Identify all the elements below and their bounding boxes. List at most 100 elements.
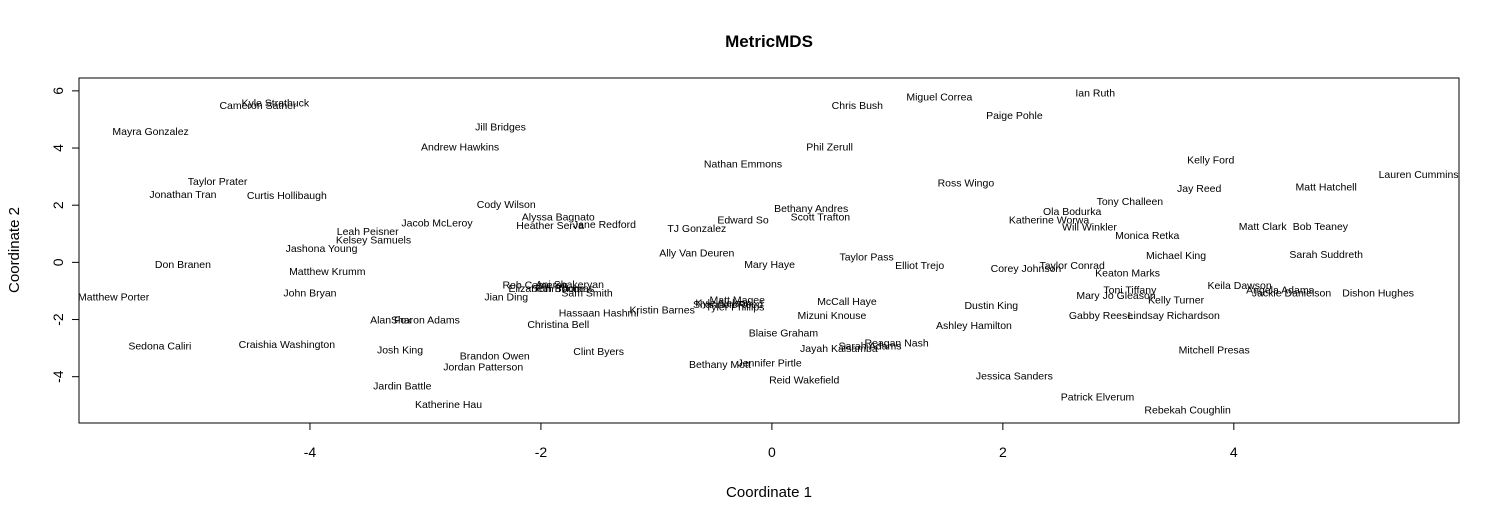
point-label: Katherine Hau	[415, 399, 482, 411]
point-label: Curtis Hollibaugh	[247, 190, 327, 202]
point-label: Nathan Emmons	[704, 159, 782, 171]
point-label: Josh King	[377, 345, 423, 357]
point-label: Jashona Young	[286, 243, 358, 255]
point-label: Ross Wingo	[938, 177, 995, 189]
chart-title: MetricMDS	[725, 32, 813, 51]
point-label: Heather Serva	[516, 220, 584, 232]
point-label: Keila Dawson	[1207, 280, 1271, 292]
point-label: Paige Pohle	[986, 110, 1043, 122]
point-label: Jackie Danielson	[1252, 287, 1332, 299]
point-label: Michael King	[1146, 250, 1206, 262]
point-label: Ola Bodurka	[1043, 206, 1102, 218]
point-label: Bob Teaney	[1293, 221, 1349, 233]
x-tick-label: 4	[1230, 444, 1238, 460]
point-label: Scott Trafton	[791, 212, 851, 224]
point-label: Shannon Reed	[693, 299, 763, 311]
y-tick-label: 2	[50, 201, 66, 209]
point-label: Mayra Gonzalez	[112, 126, 188, 138]
y-tick-label: -2	[50, 313, 66, 326]
point-label: Bethany Mott	[689, 359, 751, 371]
point-label: Tyler Phillips	[705, 302, 764, 314]
point-label: Corey Johnson	[991, 263, 1062, 275]
x-axis: -4 -2 0 2 4	[304, 422, 1238, 460]
x-tick-label: -4	[304, 444, 317, 460]
point-label: Miguel Correa	[906, 92, 972, 104]
point-label: Clint Byers	[573, 346, 624, 358]
point-label: Jane Redford	[573, 219, 636, 231]
point-label: Cody Wilson	[477, 199, 536, 211]
point-label: Patrick Elverum	[1061, 392, 1135, 404]
point-label: Ani Shakeryan	[536, 279, 604, 291]
point-label: Rob Cameron	[502, 280, 568, 292]
point-label: Hassaan Hashmi	[559, 307, 639, 319]
point-label: Kyle Nelson	[695, 297, 751, 309]
point-label: Matt Clark	[1239, 221, 1288, 233]
point-label: Ally Van Deuren	[659, 247, 734, 259]
point-label: Mitchell Presas	[1179, 345, 1250, 357]
point-label: Gabby Reese	[1069, 310, 1133, 322]
point-label: Jay Reed	[1177, 183, 1222, 195]
point-label: Tom Thomas	[534, 283, 595, 295]
point-label: Phil Zerull	[806, 142, 853, 154]
point-label: Sedona Caliri	[128, 340, 191, 352]
point-label: Bethany Andres	[774, 203, 848, 215]
y-tick-label: 4	[50, 144, 66, 152]
point-label: Jian Ding	[484, 292, 528, 304]
point-label: Matthew Porter	[78, 292, 150, 304]
point-label: Reid Wakefield	[769, 375, 839, 387]
point-label: Toni Tiffany	[1103, 285, 1157, 297]
point-label: Jordan Patterson	[443, 362, 523, 374]
point-label: Taylor Pass	[839, 252, 893, 264]
point-label: Reagan Nash	[864, 337, 928, 349]
point-label: Kelsey Samuels	[336, 234, 411, 246]
point-label: Dishon Hughes	[1342, 287, 1414, 299]
point-label: Sharon Adams	[391, 315, 460, 327]
point-label: Jessica Sanders	[976, 370, 1053, 382]
y-tick-label: -4	[50, 370, 66, 383]
point-label: Taylor Prater	[188, 176, 248, 188]
point-label: Cameron Sather	[219, 100, 297, 112]
point-label: Matt Hatchell	[1296, 182, 1357, 194]
y-axis: -4 -2 0 2 4 6	[50, 87, 80, 383]
y-tick-label: 0	[50, 258, 66, 266]
point-label: TJ Gonzalez	[667, 223, 726, 235]
x-tick-label: -2	[535, 444, 548, 460]
point-label: Elizabeth Boone	[508, 283, 585, 295]
point-label: Kristin Barnes	[630, 305, 695, 317]
point-label: Jonathan Tran	[149, 189, 216, 201]
x-axis-title: Coordinate 1	[726, 484, 812, 501]
point-label: Chris Bush	[832, 100, 884, 112]
point-label: Mary Haye	[744, 259, 795, 271]
point-label: Jacob McLeroy	[401, 217, 473, 229]
point-label: Ian Ruth	[1075, 87, 1115, 99]
point-label: Alan Fox	[370, 315, 412, 327]
point-label: Lindsay Richardson	[1128, 310, 1220, 322]
point-label: Taylor Conrad	[1039, 260, 1105, 272]
point-label: Dustin King	[964, 300, 1018, 312]
point-label: Edward So	[717, 214, 769, 226]
point-label: Alyssa Bagnato	[522, 212, 595, 224]
point-label: John Bryan	[283, 287, 336, 299]
point-label: Jardin Battle	[373, 380, 432, 392]
point-label: Jayah Kalsamba	[800, 343, 878, 355]
point-label: Keaton Marks	[1095, 267, 1160, 279]
point-label: Katherine Worwa	[1009, 214, 1090, 226]
point-label: Christina Bell	[527, 319, 589, 331]
point-label: Don Branen	[155, 259, 211, 271]
point-label: Leah Peisner	[337, 226, 399, 238]
point-label: Angela Adams	[1246, 285, 1314, 297]
point-label: Monica Retka	[1115, 230, 1179, 242]
point-label: Lauren Cummins	[1379, 169, 1459, 181]
x-tick-label: 0	[768, 444, 776, 460]
y-axis-title: Coordinate 2	[6, 207, 23, 293]
point-label: Kelly Ford	[1187, 154, 1234, 166]
point-label: Kelly Turner	[1148, 295, 1205, 307]
point-label: Ashley Hamilton	[936, 320, 1012, 332]
point-label: Brandon Owen	[460, 350, 530, 362]
y-tick-label: 6	[50, 87, 66, 95]
point-label: Jennifer Pirtle	[737, 357, 801, 369]
point-label: Sarah Suddreth	[1289, 249, 1363, 261]
point-label: Kyle Strathuck	[241, 97, 309, 109]
